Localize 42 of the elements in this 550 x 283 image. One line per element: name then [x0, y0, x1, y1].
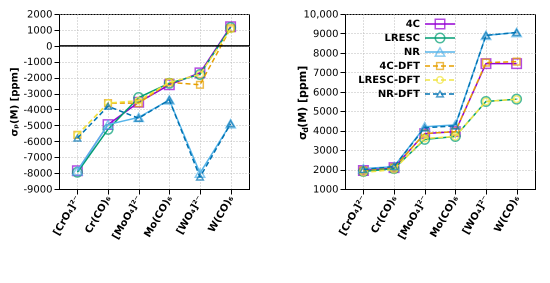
point: [73, 134, 82, 142]
y-tick-label: 9000: [313, 28, 338, 40]
y-tick-label: -4000: [23, 104, 52, 116]
point: [196, 80, 204, 89]
y-axis-title: σd(M) [ppm]: [296, 66, 310, 140]
point: [194, 168, 206, 178]
y-tick-label: 2000: [313, 165, 338, 176]
legend-label: 4C: [406, 19, 420, 30]
y-tick-label: 2000: [27, 10, 52, 20]
y-tick-label: 8000: [313, 48, 338, 60]
y-tick-label: -3000: [23, 89, 52, 100]
y-tick-label: 7000: [313, 68, 338, 79]
legend-label: LRESC-DFT: [358, 75, 420, 86]
y-tick-label: 5000: [313, 106, 338, 118]
y-tick-label: -5000: [23, 120, 52, 132]
legend-label: LRESC: [384, 33, 420, 44]
legend-label: NR: [404, 47, 420, 58]
y-tick-label: -2000: [23, 73, 52, 84]
y-tick-label: 0: [46, 41, 52, 52]
point: [104, 102, 112, 110]
y-tick-label: -8000: [23, 168, 52, 180]
y-tick-label: -6000: [23, 136, 52, 148]
point: [512, 58, 521, 66]
y-tick-label: 10,000: [304, 10, 338, 20]
point: [511, 58, 522, 70]
legend-label: 4C-DFT: [379, 61, 420, 72]
point: [133, 92, 144, 104]
y-tick-label: 3000: [313, 146, 338, 157]
point: [102, 124, 114, 135]
y-tick-label: 4000: [313, 126, 338, 138]
point: [482, 58, 490, 67]
y-tick-label: -7000: [23, 152, 52, 164]
y-tick-label: -1000: [23, 57, 52, 68]
point: [480, 58, 492, 70]
y-tick-label: 6000: [313, 87, 338, 98]
y-tick-label: 1000: [313, 184, 338, 196]
point: [196, 173, 204, 181]
y-tick-label: -9000: [23, 184, 52, 196]
point: [134, 96, 143, 105]
legend-label: NR-DFT: [378, 89, 420, 100]
y-axis-title: σₚ(M) [ppm]: [9, 67, 20, 137]
y-tick-label: 1000: [27, 25, 52, 36]
